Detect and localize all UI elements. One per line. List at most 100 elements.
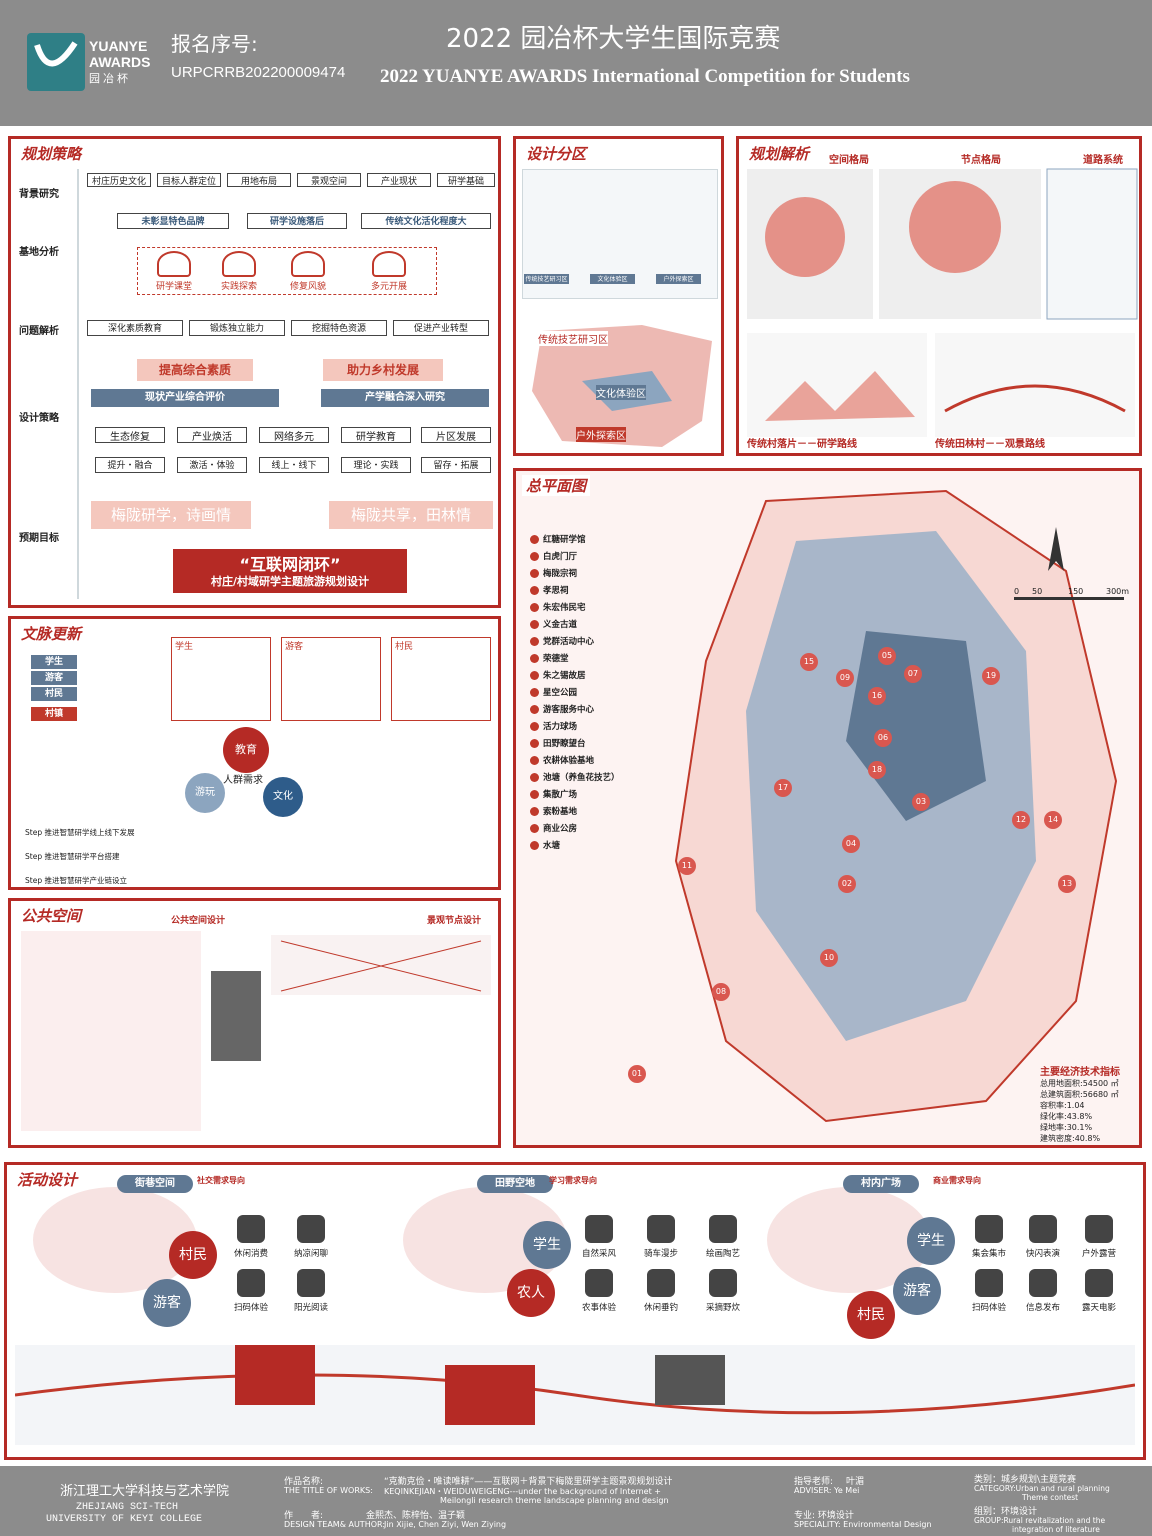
adviser-label: 指导老师: — [794, 1477, 834, 1487]
a2-label-2: 骑车漫步 — [643, 1249, 678, 1259]
logo-text-cn: 园冶杯 — [89, 72, 131, 85]
category: 类别：城乡规划\主题竞赛 — [974, 1475, 1077, 1485]
registration-label: 报名序号: — [171, 32, 258, 56]
problem-3: 挖掘特色资源 — [291, 320, 387, 336]
legend-18: 商业公房 — [543, 824, 578, 834]
a1-label-2: 纳凉闲聊 — [293, 1249, 328, 1259]
stat-4: 绿化率:43.8% — [1040, 1112, 1093, 1121]
pink-goal-2: 助力乡村发展 — [323, 359, 443, 381]
closing-subtitle: 村庄/村域研学主题旅游规划设计 — [210, 575, 370, 588]
header-bar: YUANYE AWARDS 园冶杯 报名序号: URPCRRB202200009… — [0, 0, 1152, 126]
public-sub-1: 公共空间设计 — [171, 916, 226, 926]
row-label-4: 设计策略 — [19, 413, 59, 424]
legend-15: 池塘（养鱼花技艺） — [543, 773, 620, 783]
a2-label-6: 采摘野炊 — [705, 1303, 740, 1313]
a3-label-2: 快闪表演 — [1025, 1249, 1060, 1259]
page-title-cn: 2022 园冶杯大学生国际竞赛 — [446, 24, 781, 54]
crowd-icon — [975, 1215, 1003, 1243]
school-cn: 浙江理工大学科技与艺术学院 — [60, 1484, 230, 1499]
analysis-1: 未彰显特色品牌 — [117, 213, 229, 229]
book-icon — [297, 1269, 325, 1297]
tag-2: 文化体验区 — [590, 274, 635, 284]
marker-13: 13 — [1058, 875, 1076, 893]
a2-label-3: 绘画陶艺 — [705, 1249, 740, 1259]
row-label-1: 背景研究 — [19, 189, 59, 200]
role-1: 学生 — [31, 655, 77, 669]
public-title: 公共空间 — [17, 905, 86, 926]
author-en: Jin Xijie, Chen Ziyi, Wen Ziying — [384, 1520, 507, 1529]
legend-11: 游客服务中心 — [543, 705, 595, 715]
analysis-2: 研学设施落后 — [247, 213, 347, 229]
scan-icon-2 — [975, 1269, 1003, 1297]
plan-title: 总平面图 — [522, 475, 591, 496]
role-3: 村民 — [31, 687, 77, 701]
tag-1: 传统技艺研习区 — [524, 274, 569, 284]
marker-09: 09 — [836, 669, 854, 687]
speciality-en: SPECIALITY: Environmental Design — [794, 1520, 932, 1529]
step-2: Step 推进智慧研学平台搭建 — [25, 852, 120, 861]
activity-panel: 活动设计 街巷空间 田野空地 村内广场 社交需求导向 学习需求导向 商业需求导向… — [4, 1162, 1146, 1460]
yuanye-logo — [27, 33, 85, 91]
strat-4: 研学教育 — [341, 427, 411, 443]
scale-bar — [1014, 597, 1124, 600]
upload-icon — [1029, 1269, 1057, 1297]
center-play: 游玩 — [185, 773, 225, 813]
umbrella-icon — [297, 1215, 325, 1243]
north-arrow-icon — [1048, 527, 1064, 571]
bg-item-5: 产业现状 — [367, 173, 431, 187]
a3-label-3: 户外露营 — [1081, 1249, 1116, 1259]
analysis-caption-2: 传统田林村－－观景路线 — [935, 439, 1045, 450]
registration-number: URPCRRB202200009474 — [171, 64, 346, 81]
work-en: KEQINKEJIAN・WEIDUWEIGENG---under the bac… — [384, 1487, 661, 1496]
a1-label-3: 扫码体验 — [233, 1303, 268, 1313]
goal-2: 梅陇共享，田林情 — [329, 501, 493, 529]
a2-label-1: 自然采风 — [581, 1249, 616, 1259]
adviser-en: ADVISER: Ye Mei — [794, 1486, 860, 1495]
coffee-icon — [237, 1215, 265, 1243]
category-en-2: Theme contest — [1022, 1493, 1079, 1502]
diverse-icon — [372, 251, 406, 277]
group-1: 学生 — [175, 642, 194, 652]
group: 组别：环境设计 — [974, 1507, 1038, 1517]
role-villager: 村民 — [169, 1231, 217, 1279]
zone-tag-2: 学习需求导向 — [549, 1176, 597, 1185]
group-en-2: integration of literature — [1012, 1525, 1100, 1534]
legend-4: 孝思祠 — [543, 586, 569, 596]
marker-10: 10 — [820, 949, 838, 967]
marker-06: 06 — [874, 729, 892, 747]
adviser: 叶湄 — [846, 1477, 865, 1487]
strat2-5: 留存・拓展 — [421, 457, 491, 473]
strat2-1: 提升・融合 — [95, 457, 165, 473]
row-label-2: 基地分析 — [19, 247, 59, 258]
zone-label-3: 户外探索区 — [576, 427, 626, 442]
role-student: 学生 — [523, 1221, 571, 1269]
marker-11: 11 — [678, 857, 696, 875]
marker-03: 03 — [912, 793, 930, 811]
bg-item-6: 研学基础 — [437, 173, 495, 187]
icon-label-1: 研学课堂 — [155, 282, 192, 292]
strategy-panel: 规划策略 背景研究 基地分析 问题解析 设计策略 预期目标 村庄历史文化 目标人… — [8, 136, 501, 608]
marker-12: 12 — [1012, 811, 1030, 829]
marker-02: 02 — [838, 875, 856, 893]
center-label: 人群需求 — [223, 775, 263, 786]
role-tourist: 游客 — [143, 1279, 191, 1327]
footer-bar: 浙江理工大学科技与艺术学院 ZHEJIANG SCI-TECH UNIVERSI… — [0, 1466, 1152, 1536]
center-edu: 教育 — [223, 727, 269, 773]
location-icon — [647, 1215, 675, 1243]
legend-7: 党群活动中心 — [543, 637, 595, 647]
analysis-sub-3: 道路系统 — [1083, 155, 1123, 166]
legend-14: 农耕体验基地 — [543, 756, 595, 766]
scale-300: 300m — [1106, 587, 1130, 596]
work-en-label: THE TITLE OF WORKS: — [284, 1486, 373, 1495]
logo-text-2: AWARDS — [89, 54, 151, 70]
analysis-panel: 规划解析 空间格局 节点格局 道路系统 传统村落片－－研学路线 传统田林村－－观… — [736, 136, 1142, 456]
legend-3: 梅陇宗祠 — [543, 569, 578, 579]
bg-item-4: 景观空间 — [297, 173, 361, 187]
legend-16: 集散广场 — [543, 790, 578, 800]
activity-title: 活动设计 — [13, 1169, 82, 1190]
author: 金熙杰、陈梓怡、温子颖 — [366, 1511, 466, 1521]
analysis-sub-1: 空间格局 — [829, 155, 869, 166]
a3-label-6: 露天电影 — [1081, 1303, 1116, 1313]
marker-17: 17 — [774, 779, 792, 797]
strat2-4: 理论・实践 — [341, 457, 411, 473]
